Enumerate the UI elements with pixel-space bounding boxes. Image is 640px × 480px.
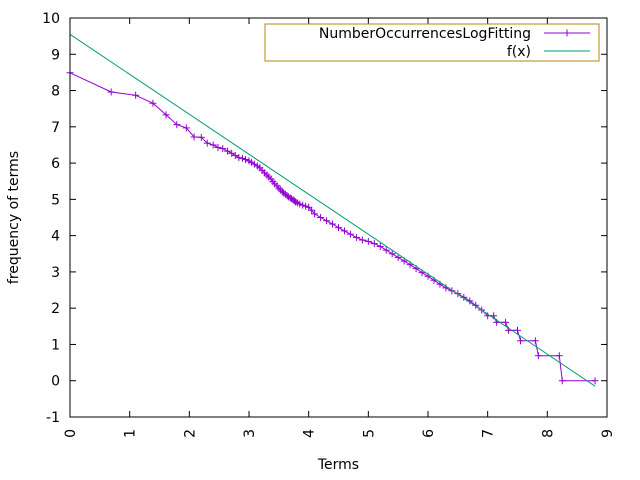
data-point: [238, 154, 246, 162]
data-point: [358, 236, 366, 244]
data-point: [335, 224, 342, 232]
legend: NumberOccurrencesLogFitting f(x): [264, 23, 600, 62]
y-tick-label: 5: [51, 192, 60, 208]
data-point: [209, 141, 217, 149]
data-point: [516, 337, 524, 345]
data-point: [132, 91, 140, 99]
plot-layer: [66, 33, 599, 387]
data-point: [149, 99, 157, 107]
plot-frame: [69, 17, 608, 418]
x-axis-label: Terms: [317, 457, 359, 473]
data-point: [317, 214, 325, 221]
data-point: [228, 149, 236, 157]
data-point: [235, 154, 243, 162]
data-point: [162, 111, 170, 119]
data-point: [591, 377, 599, 385]
x-tick-label: 9: [600, 429, 616, 438]
y-tick-label: 6: [51, 156, 60, 172]
y-axis-label: frequency of terms: [6, 151, 22, 284]
data-point: [352, 233, 360, 241]
data-point: [241, 155, 249, 163]
data-point: [219, 145, 227, 153]
data-point: [197, 133, 205, 141]
x-tick-label: 7: [481, 429, 497, 438]
legend-label: NumberOccurrencesLogFitting: [319, 26, 531, 42]
x-tick-label: 6: [421, 429, 437, 438]
x-tick-label: 5: [361, 429, 377, 438]
data-point: [247, 158, 255, 166]
data-point: [346, 230, 354, 238]
data-point: [286, 194, 294, 202]
x-tick-label: 4: [302, 429, 318, 438]
x-tick-label: 1: [123, 429, 139, 438]
data-point: [502, 318, 510, 326]
data-point: [388, 250, 396, 258]
series-line-1: [69, 33, 596, 387]
data-point: [284, 193, 292, 201]
data-point: [302, 202, 310, 210]
data-point: [308, 206, 316, 214]
y-tick-label: 9: [51, 47, 60, 63]
y-tick-label: 7: [51, 120, 60, 136]
y-tick-label: 4: [51, 229, 60, 245]
data-point: [329, 220, 337, 228]
data-point: [376, 243, 384, 251]
data-point: [299, 201, 307, 209]
y-tick-label: 2: [51, 301, 60, 317]
y-tick-label: 1: [51, 337, 60, 353]
data-point: [263, 171, 271, 179]
data-point: [173, 121, 181, 129]
data-point: [203, 139, 211, 147]
data-point: [472, 301, 480, 309]
x-tick-label: 0: [63, 429, 79, 438]
x-tick-label: 8: [540, 429, 556, 438]
y-tick-label: 0: [51, 374, 60, 390]
data-point: [250, 160, 258, 168]
data-point: [214, 143, 222, 151]
data-point: [394, 253, 402, 261]
data-point: [190, 133, 198, 141]
data-point: [311, 210, 319, 218]
data-point: [555, 352, 563, 360]
data-point: [514, 326, 521, 334]
data-point: [323, 217, 331, 225]
data-point: [340, 227, 348, 235]
y-tick-label: 8: [51, 84, 60, 100]
data-point: [296, 200, 304, 208]
x-tick-label: 2: [182, 429, 198, 438]
data-point: [382, 246, 390, 254]
data-point: [292, 198, 300, 206]
data-point: [558, 377, 566, 385]
data-point: [305, 203, 313, 211]
y-tick-label: -1: [46, 410, 60, 426]
data-point: [224, 147, 232, 155]
y-tick-label: 10: [42, 11, 60, 27]
data-point: [531, 337, 539, 345]
data-point: [280, 189, 288, 197]
data-point: [370, 240, 378, 248]
data-point: [534, 352, 542, 360]
data-point: [107, 88, 115, 96]
data-point: [277, 186, 285, 194]
data-point: [460, 293, 468, 301]
data-point: [364, 237, 372, 245]
data-point: [275, 184, 283, 192]
legend-box: [264, 23, 600, 62]
legend-label: f(x): [507, 44, 531, 60]
data-point: [231, 151, 239, 159]
x-tick-label: 3: [242, 429, 258, 438]
y-tick-label: 3: [51, 265, 60, 281]
data-point: [182, 124, 190, 132]
